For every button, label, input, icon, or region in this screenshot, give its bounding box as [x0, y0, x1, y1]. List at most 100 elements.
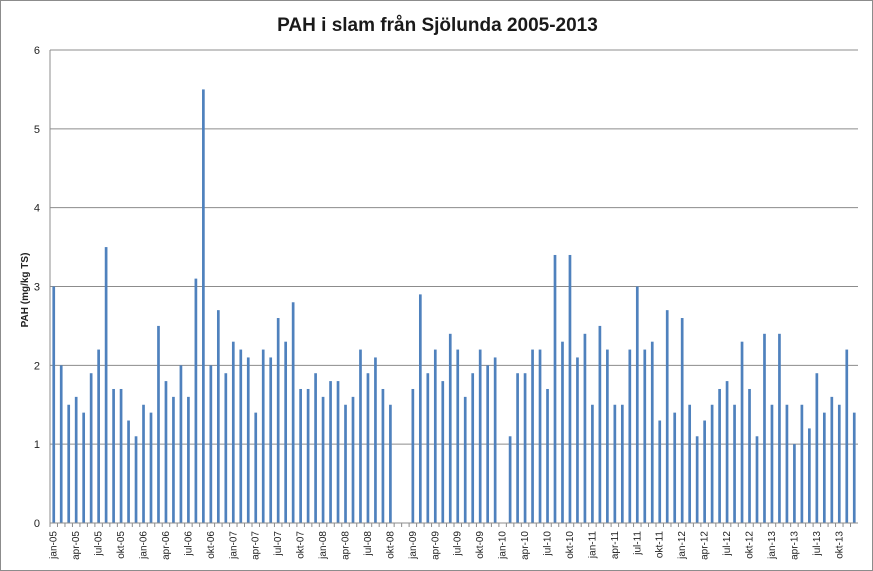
bar-maj-12: [710, 404, 714, 523]
x-tick-label: okt-11: [655, 531, 666, 558]
bar-sep-13: [830, 396, 834, 523]
bar-nov-13: [845, 349, 849, 523]
bar-mar-12: [695, 436, 699, 523]
bar-jan-05: [52, 286, 56, 523]
bar-mar-08: [336, 381, 340, 523]
x-tick-label: apr-08: [341, 531, 352, 560]
x-tick-label: okt-08: [385, 531, 396, 559]
bar-feb-05: [59, 365, 63, 523]
bar-mar-05: [67, 404, 71, 523]
y-tick-label: 6: [34, 45, 40, 57]
bar-nov-06: [216, 310, 220, 523]
bar-feb-06: [149, 412, 153, 523]
bar-sep-08: [381, 388, 385, 523]
bar-mar-10: [516, 373, 519, 523]
bar-jan-08: [321, 396, 325, 523]
x-tick-label: jan-13: [767, 531, 778, 560]
y-tick-label: 0: [34, 518, 40, 530]
x-tick-label: jan-07: [228, 531, 239, 560]
bar-mar-13: [785, 404, 789, 523]
bar-okt-12: [748, 388, 751, 523]
x-tick-label: apr-10: [520, 531, 531, 560]
bar-dec-11: [673, 412, 677, 523]
bar-mar-06: [157, 325, 160, 523]
x-tick-label: apr-05: [71, 531, 82, 560]
bar-feb-11: [598, 325, 602, 523]
bar-sep-06: [202, 89, 205, 524]
bar-feb-13: [778, 333, 781, 523]
bar-maj-08: [351, 396, 355, 523]
bar-aug-05: [104, 247, 108, 524]
x-tick-label: jul-08: [363, 531, 374, 557]
x-tick-label: jan-10: [498, 531, 509, 560]
bar-maj-05: [82, 412, 86, 523]
bar-jul-12: [725, 381, 729, 523]
bars: [52, 89, 856, 524]
x-tick-label: jul-12: [722, 531, 733, 557]
bar-jul-13: [815, 373, 819, 523]
bar-apr-08: [344, 404, 347, 523]
x-tick-label: jul-07: [273, 531, 284, 557]
x-tick-label: okt-09: [475, 531, 486, 559]
bar-dec-07: [314, 373, 317, 523]
axes: 0 1 2 3 4 5 6 jan-05 apr-05 jul-05 okt-05 jan-06 apr…: [34, 45, 858, 560]
bar-maj-11: [620, 404, 624, 523]
x-tick-label: okt-07: [296, 531, 307, 559]
bar-jan-07: [231, 341, 235, 523]
bar-jan-12: [680, 318, 684, 523]
bar-apr-10: [523, 373, 527, 523]
x-tick-label: apr-07: [251, 531, 262, 560]
bar-feb-09: [418, 294, 422, 523]
y-axis-label: PAH (mg/kg TS): [20, 253, 31, 328]
bar-sep-12: [740, 341, 744, 523]
y-tick-label: 2: [34, 360, 40, 372]
x-tick-label: jan-12: [677, 531, 688, 560]
chart-title: PAH i slam från Sjölunda 2005-2013: [277, 15, 598, 36]
bar-apr-11: [613, 404, 617, 523]
x-tick-label: apr-09: [430, 531, 441, 560]
bar-apr-09: [433, 349, 437, 523]
x-tick-label: okt-12: [745, 531, 756, 559]
bar-jul-08: [366, 373, 370, 523]
bar-jun-07: [269, 357, 273, 523]
bar-nov-05: [127, 420, 130, 523]
bar-jun-12: [718, 388, 721, 523]
bar-aug-11: [643, 349, 647, 523]
bar-aug-07: [284, 341, 288, 523]
bar-dec-09: [493, 357, 497, 523]
bar-maj-13: [800, 404, 804, 523]
bar-sep-09: [471, 373, 475, 523]
bar-jun-13: [808, 428, 811, 523]
bar-apr-05: [74, 396, 78, 523]
bar-jul-09: [456, 349, 460, 523]
bar-dec-05: [134, 436, 138, 523]
x-tick-label: okt-13: [834, 531, 845, 559]
bar-feb-10: [508, 436, 512, 523]
bar-jan-09: [411, 388, 415, 523]
y-tick-label: 5: [34, 124, 40, 136]
x-tick-label: jul-09: [453, 531, 464, 557]
bar-nov-10: [576, 357, 579, 523]
bar-feb-12: [688, 404, 692, 523]
bar-jan-11: [591, 404, 594, 523]
bar-nov-07: [306, 388, 310, 523]
x-tick-label: okt-05: [116, 531, 127, 559]
bar-dec-10: [583, 333, 587, 523]
bar-jul-06: [187, 396, 190, 523]
bar-feb-07: [239, 349, 243, 523]
bar-aug-12: [733, 404, 736, 523]
bar-okt-13: [837, 404, 841, 523]
bar-jul-05: [97, 349, 100, 523]
bar-jan-13: [770, 404, 774, 523]
bar-jun-06: [179, 365, 183, 523]
bar-sep-10: [561, 341, 564, 523]
y-tick-label: 1: [34, 439, 40, 451]
bar-dec-13: [852, 412, 856, 523]
grid-lines: [50, 49, 858, 445]
bar-mar-09: [426, 373, 430, 523]
x-tick-label: okt-06: [206, 531, 217, 559]
x-tick-label: jul-10: [543, 531, 554, 557]
bar-aug-06: [194, 278, 198, 523]
bar-jun-09: [448, 333, 452, 523]
